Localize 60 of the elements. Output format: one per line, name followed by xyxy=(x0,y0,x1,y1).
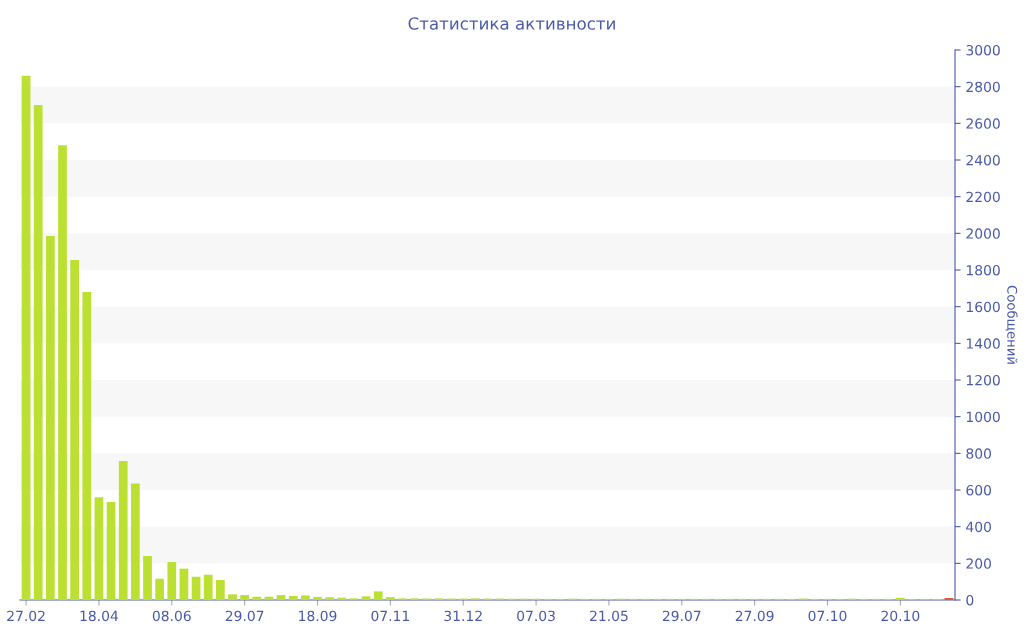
x-tick-label: 18.09 xyxy=(299,610,337,622)
bar xyxy=(155,578,165,600)
y2-tick-label: 1200 xyxy=(966,374,1000,386)
y2-tick-label: 1000 xyxy=(966,411,1000,423)
bar xyxy=(325,597,335,600)
bar xyxy=(361,596,371,600)
y2-tick-label: 800 xyxy=(966,448,991,459)
y2-tick-label: 2600 xyxy=(966,118,1000,129)
bar xyxy=(276,595,286,600)
bar xyxy=(373,591,383,600)
bar xyxy=(33,105,43,600)
y2-tick-label: 400 xyxy=(966,521,991,533)
bar xyxy=(82,292,92,600)
x-tick-label: 21.05 xyxy=(590,610,628,622)
bar xyxy=(118,461,128,600)
y2-tick-label: 2200 xyxy=(966,191,1000,203)
bar xyxy=(94,497,104,600)
bar xyxy=(300,595,310,600)
y2-tick-label: 1800 xyxy=(966,264,1000,276)
bar xyxy=(252,596,262,600)
bar xyxy=(45,236,55,600)
y2-tick-label: 1600 xyxy=(966,301,1000,313)
bar xyxy=(895,597,905,600)
bar xyxy=(288,595,298,600)
bar xyxy=(130,483,140,600)
y2-tick-label: 0 xyxy=(966,594,974,606)
x-tick-label: 31.12 xyxy=(444,610,482,622)
bar xyxy=(313,596,322,600)
bar xyxy=(167,562,177,600)
bar xyxy=(70,259,80,600)
bar xyxy=(203,574,213,600)
x-tick-label: 07.03 xyxy=(517,610,555,622)
y2-tick-label: 2800 xyxy=(966,81,1000,93)
x-tick-label: 08.06 xyxy=(152,610,191,622)
bar xyxy=(179,568,189,600)
bar xyxy=(228,594,237,600)
y2-tick-label: 3000 xyxy=(966,44,1000,56)
y2-tick-label: 2400 xyxy=(966,154,1000,166)
x-tick-label: 27.02 xyxy=(7,610,45,622)
y2-axis-title: Сообщений xyxy=(1005,285,1018,364)
y2-tick-label: 2000 xyxy=(966,228,1000,239)
bar xyxy=(215,580,225,600)
bar xyxy=(191,576,201,600)
y2-tick-label: 600 xyxy=(966,484,991,496)
x-tick-label: 20.10 xyxy=(881,610,920,622)
bar xyxy=(385,597,395,600)
bar xyxy=(240,595,250,600)
bar xyxy=(21,75,31,600)
bar xyxy=(106,501,116,600)
x-tick-label: 27.09 xyxy=(735,610,774,622)
y2-tick-label: 1400 xyxy=(966,338,1000,349)
x-tick-label: 07.11 xyxy=(371,610,409,622)
chart-title: Статистика активности xyxy=(408,17,615,30)
y2-tick-label: 200 xyxy=(966,558,991,569)
bar xyxy=(58,145,67,600)
x-tick-label: 29.07 xyxy=(225,610,264,622)
x-tick-label: 07.10 xyxy=(808,610,847,622)
x-tick-label: 18.04 xyxy=(80,610,119,622)
x-tick-label: 29.07 xyxy=(662,610,701,622)
bar xyxy=(143,556,152,600)
